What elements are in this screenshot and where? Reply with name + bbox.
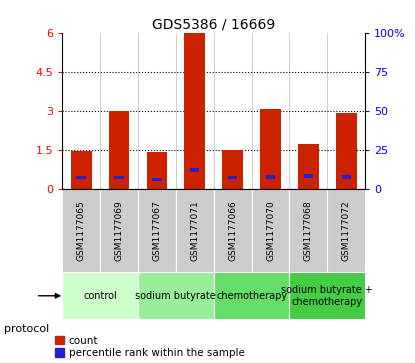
Bar bbox=[214, 272, 290, 319]
Text: GSM1177071: GSM1177071 bbox=[190, 200, 199, 261]
Bar bbox=[71, 151, 92, 189]
Title: GDS5386 / 16669: GDS5386 / 16669 bbox=[152, 17, 275, 32]
Bar bbox=[228, 176, 237, 179]
Bar bbox=[190, 168, 200, 172]
Legend: count, percentile rank within the sample: count, percentile rank within the sample bbox=[55, 336, 244, 358]
Text: protocol: protocol bbox=[4, 323, 49, 334]
Bar bbox=[138, 272, 214, 319]
Bar bbox=[251, 189, 290, 272]
Bar bbox=[260, 109, 281, 189]
Bar bbox=[62, 189, 100, 272]
Bar bbox=[342, 175, 351, 179]
Bar bbox=[214, 189, 251, 272]
Bar bbox=[176, 189, 214, 272]
Bar bbox=[266, 175, 275, 179]
Bar bbox=[304, 175, 313, 178]
Bar bbox=[146, 152, 167, 189]
Bar bbox=[327, 189, 365, 272]
Bar bbox=[222, 150, 243, 189]
Text: chemotherapy: chemotherapy bbox=[216, 291, 287, 301]
Bar bbox=[290, 189, 327, 272]
Bar bbox=[115, 176, 124, 179]
Text: GSM1177072: GSM1177072 bbox=[342, 200, 351, 261]
Text: sodium butyrate +
chemotherapy: sodium butyrate + chemotherapy bbox=[281, 285, 373, 307]
Text: GSM1177068: GSM1177068 bbox=[304, 200, 313, 261]
Bar bbox=[109, 111, 129, 189]
Bar bbox=[100, 189, 138, 272]
Bar bbox=[62, 272, 138, 319]
Bar bbox=[184, 33, 205, 189]
Bar bbox=[290, 272, 365, 319]
Bar bbox=[336, 113, 356, 189]
Text: control: control bbox=[83, 291, 117, 301]
Bar bbox=[76, 176, 86, 179]
Text: GSM1177070: GSM1177070 bbox=[266, 200, 275, 261]
Text: GSM1177069: GSM1177069 bbox=[115, 200, 124, 261]
Text: GSM1177066: GSM1177066 bbox=[228, 200, 237, 261]
Text: GSM1177065: GSM1177065 bbox=[77, 200, 85, 261]
Text: GSM1177067: GSM1177067 bbox=[152, 200, 161, 261]
Bar bbox=[138, 189, 176, 272]
Text: sodium butyrate: sodium butyrate bbox=[135, 291, 216, 301]
Bar bbox=[152, 178, 161, 181]
Bar bbox=[298, 144, 319, 189]
